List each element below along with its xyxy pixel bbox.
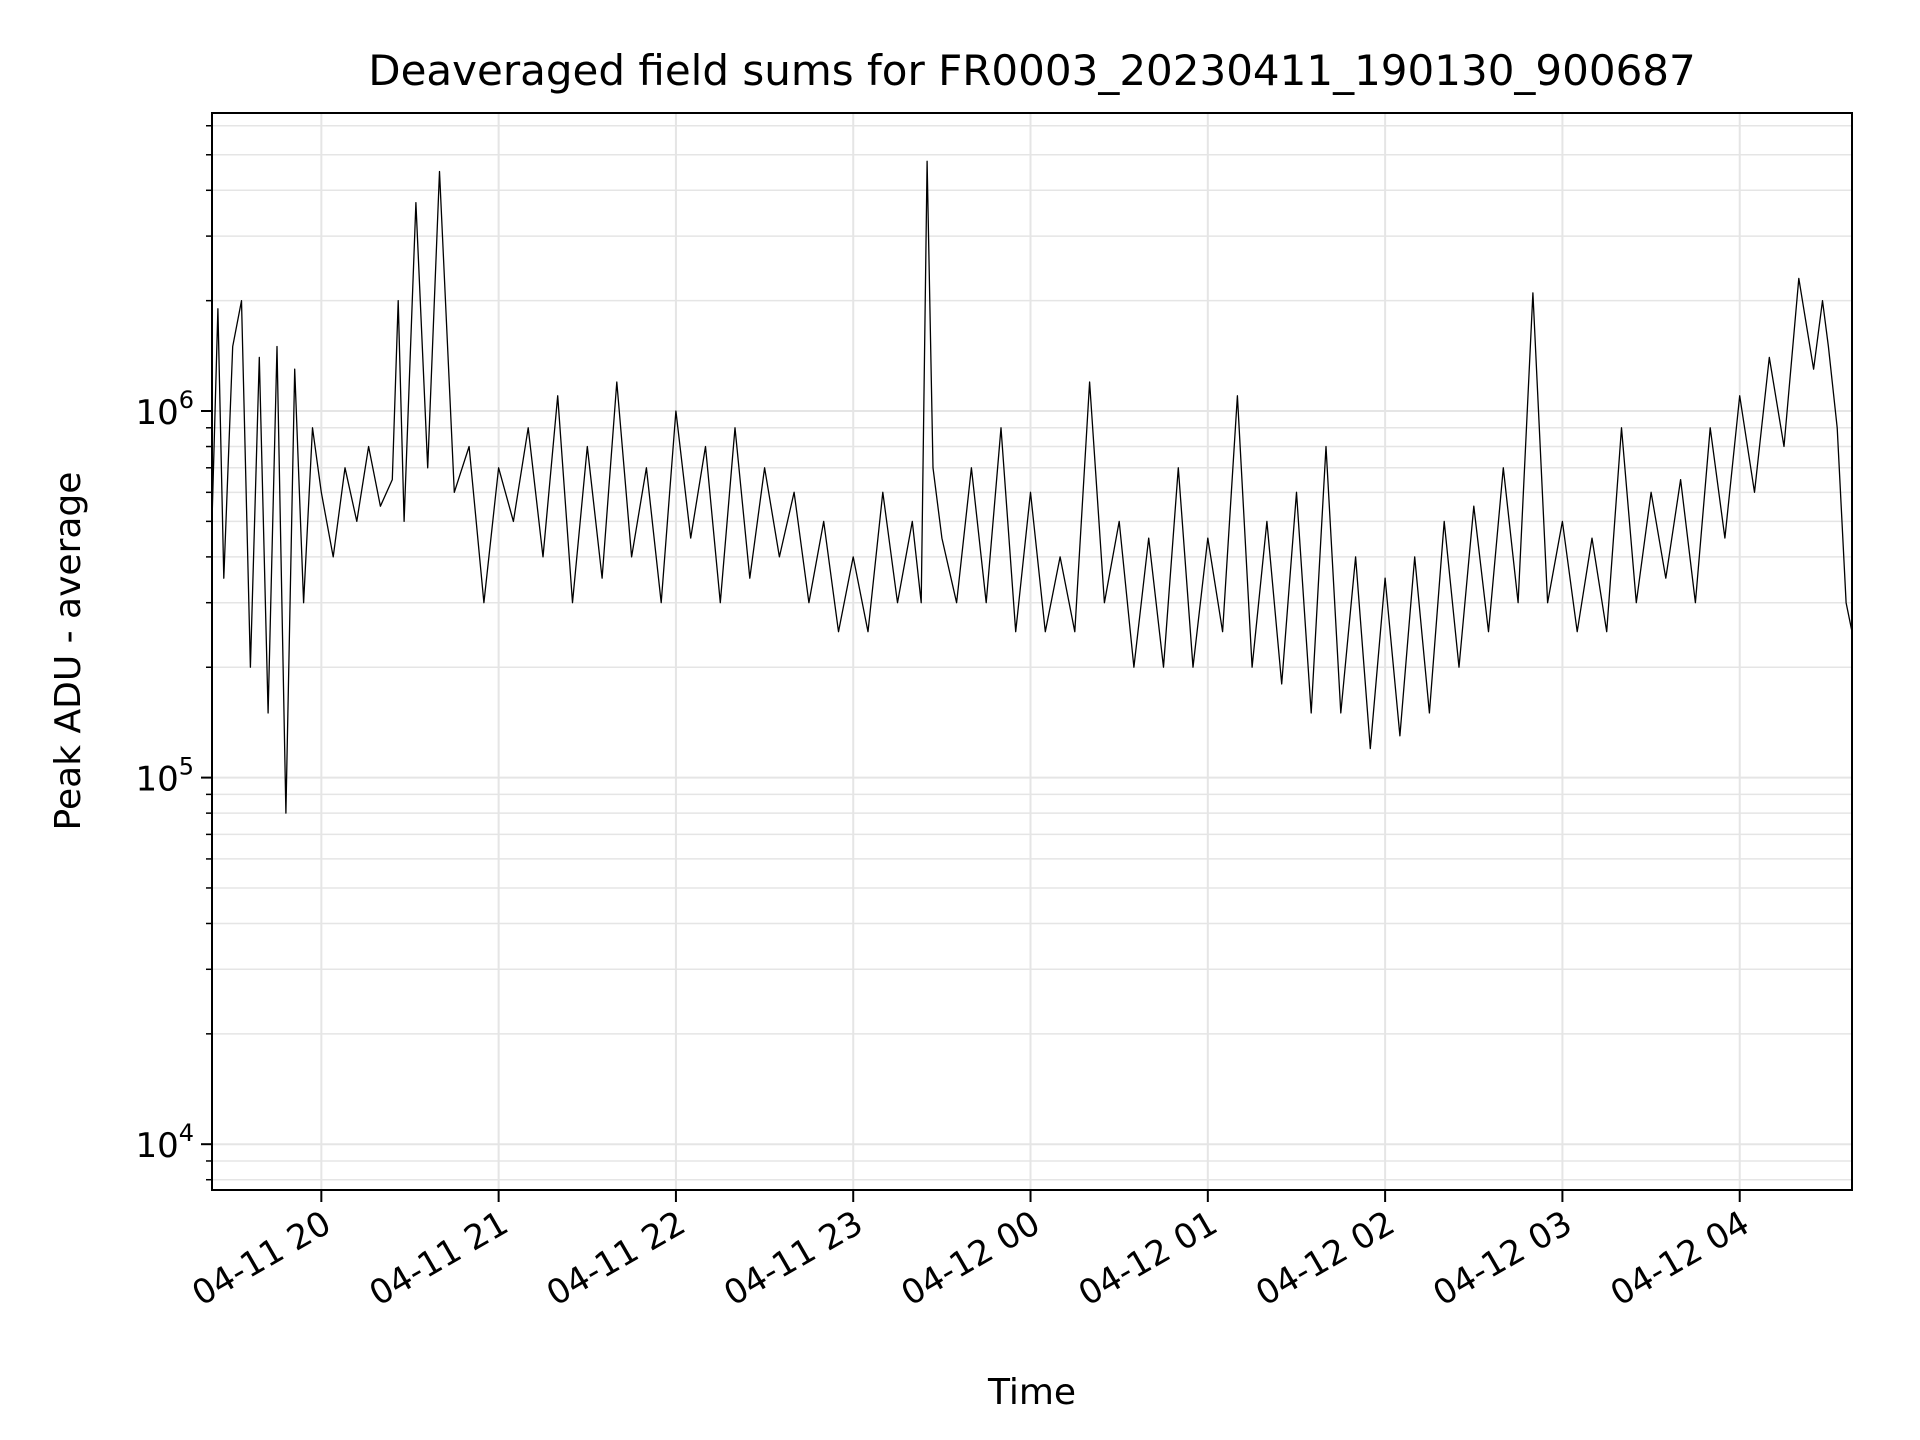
plot-frame xyxy=(211,112,1853,1191)
x-tick-label: 04-11 23 xyxy=(717,1203,869,1314)
x-tick-label: 04-12 01 xyxy=(1072,1203,1224,1314)
data-series-layer xyxy=(211,160,1853,814)
x-tick-label: 04-11 21 xyxy=(363,1203,515,1314)
x-axis-label: Time xyxy=(987,1372,1076,1413)
x-tick-label: 04-12 00 xyxy=(895,1203,1047,1314)
x-tick-label: 04-11 22 xyxy=(540,1203,692,1314)
x-tick-label: 04-12 03 xyxy=(1427,1203,1579,1314)
x-tick-label: 04-12 04 xyxy=(1604,1203,1756,1314)
grid xyxy=(212,113,1852,1190)
series-line-0 xyxy=(211,160,1853,814)
y-tick-label: 106 xyxy=(135,386,194,433)
x-tick-label: 04-12 02 xyxy=(1249,1203,1401,1314)
chart-title: Deaveraged field sums for FR0003_2023041… xyxy=(368,46,1696,95)
y-tick-label: 104 xyxy=(135,1119,194,1166)
axis-ticks: 104 105 106 04-11 20 04-11 21 04-11 22 04-11 2… xyxy=(135,124,1756,1314)
x-tick-label: 04-11 20 xyxy=(185,1203,337,1314)
y-axis-label: Peak ADU - average xyxy=(48,472,89,831)
y-tick-label: 105 xyxy=(135,753,194,800)
